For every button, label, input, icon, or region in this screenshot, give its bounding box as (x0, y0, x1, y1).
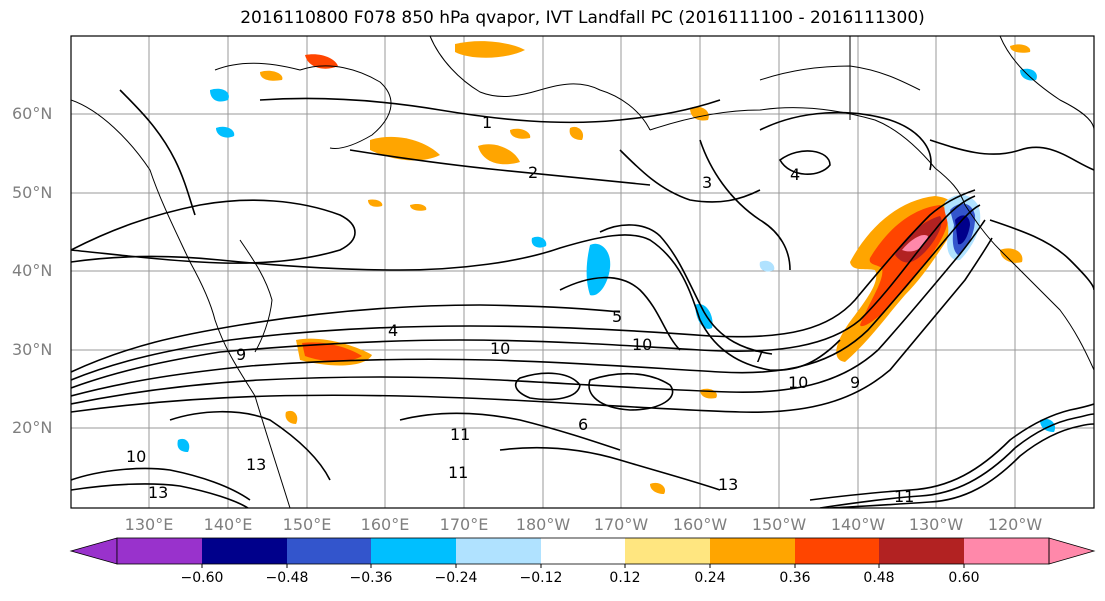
contour-label: 10 (490, 339, 510, 358)
map-frame (70, 35, 1095, 509)
lon-label: 150°E (282, 515, 332, 534)
contour-label-group: 1 2 4 4 10 10 5 9 10 9 11 11 13 13 13 10… (126, 113, 914, 506)
map-title: 2016110800 F078 850 hPa qvapor, IVT Land… (240, 8, 925, 28)
contour-label: 10 (126, 447, 146, 466)
contour-label: 11 (448, 463, 468, 482)
lat-label: 20°N (12, 418, 53, 437)
contour-label: 9 (850, 373, 860, 392)
contour-label: 13 (246, 455, 266, 474)
contour-label: 10 (632, 335, 652, 354)
contour-label: 6 (578, 415, 588, 434)
contour-label: 1 (482, 113, 492, 132)
colorbar-tick-label: −0.24 (434, 570, 478, 586)
colorbar-extend-high (1048, 537, 1096, 565)
positive-anomaly-fills (260, 41, 1031, 494)
colorbar-tick-label: −0.60 (180, 570, 224, 586)
lat-label: 40°N (12, 261, 53, 280)
contour-label: 2 (528, 163, 538, 182)
lon-label: 130°E (124, 515, 174, 534)
lat-label: 50°N (12, 183, 53, 202)
colorbar-tick-label: 0.36 (779, 570, 811, 586)
colorbar-tick-label: −0.48 (265, 570, 309, 586)
colorbar-tick-label: 0.24 (694, 570, 726, 586)
colorbar-tick-label: 0.12 (609, 570, 641, 586)
contour-label: 5 (612, 307, 622, 326)
lon-label: 150°W (751, 515, 807, 534)
lon-label: 160°E (360, 515, 410, 534)
lon-label: 180°W (515, 515, 571, 534)
lon-label: 170°E (439, 515, 489, 534)
contour-label: 13 (148, 483, 168, 502)
ivt-contours (71, 89, 1094, 508)
lat-label: 60°N (12, 104, 53, 123)
contour-label: 9 (236, 345, 246, 364)
lon-label: 160°W (672, 515, 728, 534)
lon-label: 140°W (830, 515, 886, 534)
colorbar-tick-label: −0.36 (349, 570, 393, 586)
lon-label: 140°E (203, 515, 253, 534)
contour-label: 4 (388, 321, 398, 340)
lat-label: 30°N (12, 340, 53, 359)
colorbar-tick-label: 0.60 (948, 570, 980, 586)
coastlines (71, 36, 1094, 508)
lon-label: 170°W (593, 515, 649, 534)
lon-label: 120°W (987, 515, 1043, 534)
contour-label: 4 (790, 165, 800, 184)
colorbar-extend-low (69, 537, 118, 565)
map-content: 1 2 4 4 10 10 5 9 10 9 11 11 13 13 13 10… (71, 36, 1094, 508)
colorbar-tick-label: −0.12 (519, 570, 563, 586)
colorbar-tick-label: 0.48 (863, 570, 895, 586)
contour-label: 3 (702, 173, 712, 192)
contour-label: 7 (754, 347, 764, 366)
lon-label: 130°W (908, 515, 964, 534)
colorbar (69, 537, 1096, 568)
contour-label: 10 (788, 373, 808, 392)
contour-label: 11 (450, 425, 470, 444)
contour-label: 11 (894, 487, 914, 506)
contour-label: 13 (718, 475, 738, 494)
